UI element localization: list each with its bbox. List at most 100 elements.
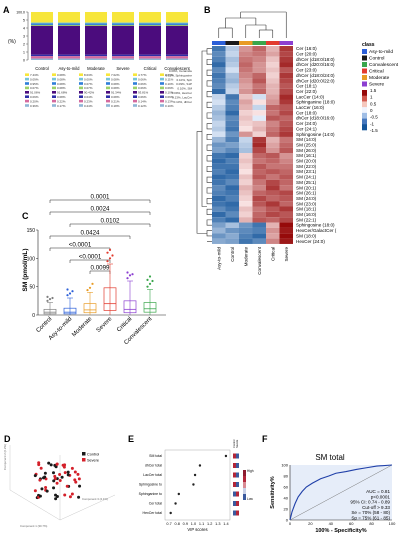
panel-b-heatmap-cell (252, 142, 266, 148)
panel-b-heatmap-cell (239, 46, 253, 52)
panel-d-point (45, 489, 49, 493)
panel-c-box (123, 300, 137, 314)
panel-b-column-class-bar (279, 41, 293, 45)
panel-a-bar-segment (139, 54, 161, 57)
panel-b-scale-tick: -1.5 (370, 128, 378, 133)
panel-b-row-dendrogram (206, 166, 212, 173)
panel-b-heatmap-cell (212, 126, 226, 132)
panel-a-legend-value: 0.08% (57, 86, 66, 90)
panel-b-scale-tick: 1.5 (370, 88, 377, 93)
panel-b-heatmap-cell (279, 115, 293, 121)
panel-b-heatmap-cell (212, 174, 226, 180)
panel-e-xlabel: VIP scores (187, 527, 207, 532)
panel-b-heatmap-cell (212, 206, 226, 212)
panel-b-row-label: dhCer (d20:0/16:0) (296, 62, 335, 67)
panel-a-legend-swatch (25, 77, 29, 81)
panel-b-heatmap-cell (225, 153, 239, 159)
panel-c-pvalue: 0.0001 (91, 194, 110, 201)
panel-d-axis-label: Component 3 (4.1%) (82, 497, 108, 501)
panel-f-xtick: 0 (289, 521, 292, 526)
panel-a-legend-swatch (106, 73, 110, 76)
panel-d-point (39, 466, 43, 470)
panel-b-heatmap-cell (239, 88, 253, 95)
panel-c-pvalue: 0.0424 (81, 230, 100, 237)
panel-e-heat-control (233, 482, 236, 487)
panel-b-legend: classAsy-to-mildControlConvalescentCriti… (362, 42, 399, 133)
panel-e-scale-step (243, 488, 246, 494)
panel-b-heatmap-cell (266, 83, 280, 89)
panel-b-row-dendrogram (206, 91, 212, 98)
panel-b-row-label: SM (14:0) (296, 137, 317, 142)
panel-b-heatmap-cell (225, 126, 239, 132)
panel-a-ytick: 100.0 (16, 11, 25, 15)
panel-a-legend-swatch (160, 82, 164, 85)
panel-d-legend-label: Severe (87, 459, 99, 463)
panel-b-row-dendrogram (206, 187, 212, 194)
panel-a-legend-value: 0.09% (165, 95, 174, 99)
panel-f-title: SM total (315, 453, 345, 462)
panel-b-heatmap-cell (252, 131, 266, 137)
panel-b-heatmap-cell (212, 233, 226, 239)
panel-b-scale-tick: 0 (370, 108, 373, 113)
panel-b-heatmap-cell (239, 126, 253, 132)
panel-f-ytick: 40 (284, 495, 289, 500)
panel-b-heatmap-cell (225, 238, 239, 244)
panel-a-legend-value: 91.68% (57, 91, 68, 95)
panel-a-legend-value: 90.42% (84, 91, 95, 95)
panel-d-point (53, 474, 57, 478)
panel-e-col-header: Control (232, 439, 236, 448)
panel-b-heatmap-cell (225, 211, 239, 218)
panel-b-heatmap-cell (266, 110, 280, 116)
panel-b-heatmap-cell (266, 153, 280, 159)
panel-b-heatmap-cell (225, 174, 239, 180)
panel-b: B Cer (16:0)Cer (20:0)dhCer (d18:0/18:0)… (196, 5, 399, 275)
panel-e-heat-control (233, 510, 236, 516)
panel-e-vip-point (192, 483, 195, 486)
panel-b-heatmap-cell (212, 158, 226, 164)
panel-a-ylabel: (%) (8, 39, 16, 45)
panel-a-legend-swatch (79, 91, 83, 94)
panel-c-ytick: 150 (27, 228, 36, 234)
panel-a-legend-value: 93.81% (138, 91, 149, 95)
panel-f-ylabel: Sensitivity% (270, 476, 276, 509)
panel-b-heatmap-cell (225, 131, 239, 137)
panel-a-legend-swatch (52, 95, 56, 98)
panel-c-outlier (128, 274, 132, 277)
panel-a-legend-swatch (52, 99, 56, 103)
panel-d-point (68, 495, 72, 499)
panel-d-point (63, 493, 67, 497)
panel-a-legend-swatch (25, 86, 29, 90)
panel-c-outlier (68, 292, 72, 295)
panel-b-row-dendrogram (206, 198, 212, 205)
panel-f-stat: Cut-off > 9.33 (362, 505, 390, 510)
panel-a-legend-value: 0.06% (138, 95, 147, 99)
panel-a-legend-swatch (52, 73, 56, 76)
panel-d-axes (9, 445, 116, 521)
panel-a-legend-swatch (106, 99, 110, 103)
panel-d-point (53, 477, 57, 481)
panel-a-bar-segment (85, 22, 107, 24)
panel-c-outlier (51, 296, 54, 300)
panel-a-legend-value: 0.07% (30, 86, 39, 90)
panel-e-heat-severe (236, 472, 239, 478)
panel-b-heatmap-cell (212, 115, 226, 121)
panel-a-bar-segment (85, 54, 107, 57)
panel-b-row-label: SM (20:0) (296, 159, 317, 164)
panel-b-row-label: SM (24:0) (296, 196, 317, 201)
panel-b-heatmap-cell (279, 195, 293, 202)
panel-c-pvalue: 0.0099 (91, 265, 110, 272)
panel-b-row-label: Sphingosine (14:0) (296, 132, 335, 137)
panel-b-heatmap-cell (225, 136, 239, 143)
panel-e-item-label: HexCer total (143, 511, 163, 515)
panel-c-outlier (48, 298, 52, 301)
panel-a-legend-value: 0.08% (57, 95, 66, 99)
panel-b-heatmap-cell (225, 227, 239, 234)
panel-b-heatmap-cell (239, 169, 253, 175)
panel-b-heatmap-cell (212, 72, 226, 79)
panel-a: A (%) 100.0 5 4 3 2 1 0 Control Asy-to-mild Mode… (3, 5, 192, 108)
panel-b-letter: B (204, 5, 211, 15)
panel-a-bar-segment (139, 12, 161, 23)
panel-b-heatmap-cell (279, 185, 293, 191)
panel-b-heatmap-cell (266, 185, 280, 191)
panel-a-bar-segment (166, 54, 188, 57)
